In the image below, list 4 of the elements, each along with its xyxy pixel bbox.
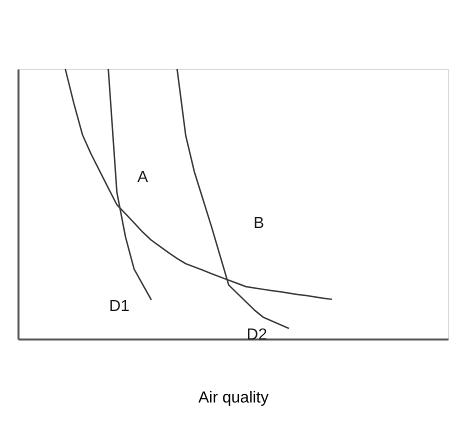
x-axis-title: Air quality (198, 390, 269, 406)
annotation: B (253, 214, 264, 232)
series-label: D1 (109, 298, 130, 315)
annotation: A (137, 169, 148, 186)
